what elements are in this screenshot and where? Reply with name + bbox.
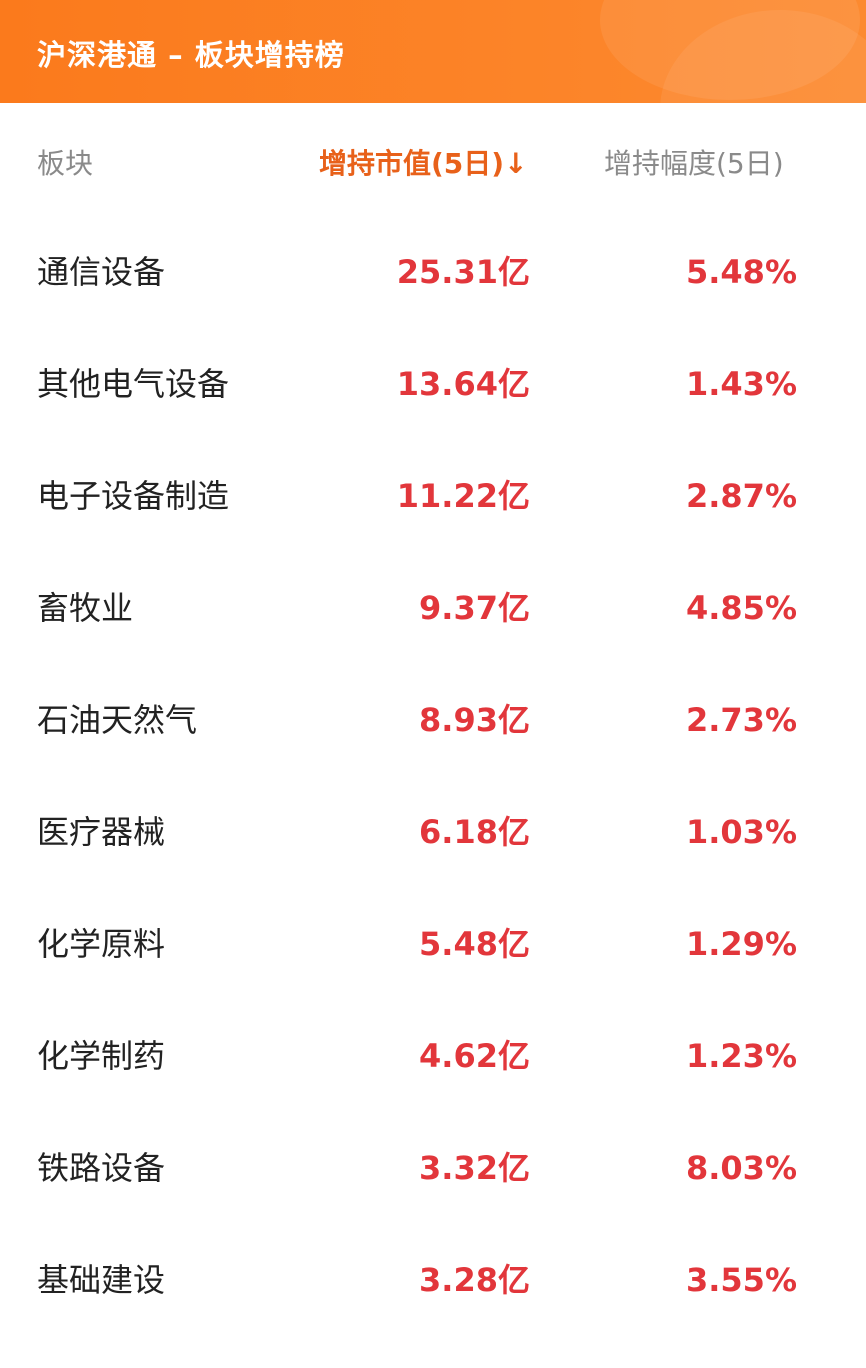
increase-percent: 2.73% xyxy=(685,701,797,739)
sector-name: 电子设备制造 xyxy=(37,477,230,515)
increase-value: 3.32亿 xyxy=(419,1149,530,1187)
increase-percent: 8.03% xyxy=(685,1149,797,1187)
increase-percent: 3.55% xyxy=(685,1261,797,1299)
increase-value: 5.48亿 xyxy=(419,925,530,963)
column-header-sector: 板块 xyxy=(37,147,94,180)
increase-value: 25.31亿 xyxy=(396,253,530,291)
increase-value: 9.37亿 xyxy=(419,589,530,627)
increase-percent: 5.48% xyxy=(685,253,797,291)
increase-value: 4.62亿 xyxy=(419,1037,530,1075)
increase-percent: 4.85% xyxy=(685,589,797,627)
table-row[interactable]: 基础建设 3.28亿 3.55% xyxy=(0,1256,866,1368)
increase-percent: 1.23% xyxy=(685,1037,797,1075)
top-banner: 沪深港通 – 板块增持榜 xyxy=(0,0,866,103)
increase-value: 6.18亿 xyxy=(419,813,530,851)
increase-percent: 1.29% xyxy=(685,925,797,963)
table-row[interactable]: 畜牧业 9.37亿 4.85% xyxy=(0,584,866,696)
table-row[interactable]: 通信设备 25.31亿 5.48% xyxy=(0,248,866,360)
column-header-value-sort[interactable]: 增持市值(5日)↓ xyxy=(319,147,528,180)
table-row[interactable]: 化学原料 5.48亿 1.29% xyxy=(0,920,866,1032)
table-row[interactable]: 铁路设备 3.32亿 8.03% xyxy=(0,1144,866,1256)
page-title: 沪深港通 – 板块增持榜 xyxy=(37,38,345,72)
table-row[interactable]: 电子设备制造 11.22亿 2.87% xyxy=(0,472,866,584)
sector-name: 化学制药 xyxy=(37,1037,166,1075)
increase-percent: 1.43% xyxy=(685,365,797,403)
sector-name: 医疗器械 xyxy=(37,813,166,851)
table-row[interactable]: 化学制药 4.62亿 1.23% xyxy=(0,1032,866,1144)
increase-value: 8.93亿 xyxy=(419,701,530,739)
sector-name: 基础建设 xyxy=(37,1261,166,1299)
table-row[interactable]: 其他电气设备 13.64亿 1.43% xyxy=(0,360,866,472)
column-header-pct-sort[interactable]: 增持幅度(5日) xyxy=(604,147,784,180)
increase-value: 13.64亿 xyxy=(396,365,530,403)
sector-name: 石油天然气 xyxy=(37,701,198,739)
sector-name: 化学原料 xyxy=(37,925,166,963)
table-row[interactable]: 石油天然气 8.93亿 2.73% xyxy=(0,696,866,808)
sector-name: 其他电气设备 xyxy=(37,365,230,403)
sector-name: 畜牧业 xyxy=(37,589,134,627)
increase-percent: 1.03% xyxy=(685,813,797,851)
table-row[interactable]: 医疗器械 6.18亿 1.03% xyxy=(0,808,866,920)
increase-value: 3.28亿 xyxy=(419,1261,530,1299)
increase-value: 11.22亿 xyxy=(396,477,530,515)
increase-percent: 2.87% xyxy=(685,477,797,515)
sector-name: 通信设备 xyxy=(37,253,166,291)
sector-name: 铁路设备 xyxy=(37,1149,166,1187)
